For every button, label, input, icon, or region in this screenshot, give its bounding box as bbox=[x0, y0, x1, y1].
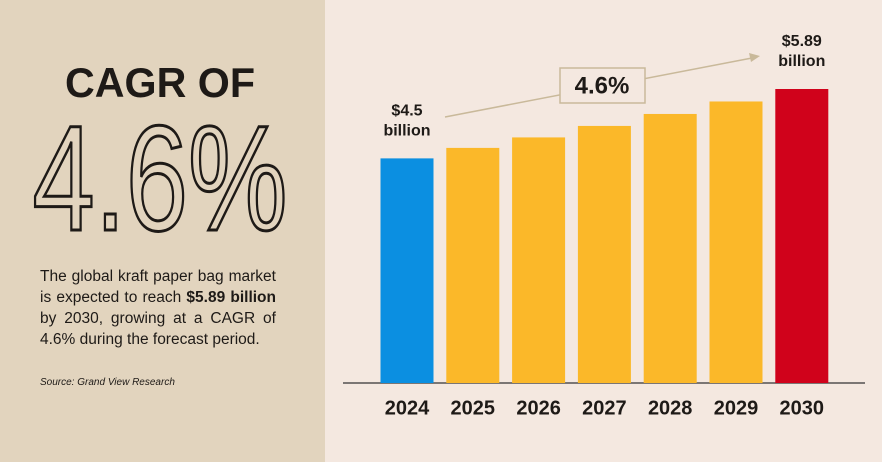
bar bbox=[775, 89, 829, 383]
x-tick-label: 2028 bbox=[648, 397, 693, 419]
bar bbox=[643, 113, 697, 384]
bar bbox=[446, 147, 500, 383]
x-tick-label: 2026 bbox=[516, 397, 561, 419]
arrow-head bbox=[749, 53, 760, 62]
x-tick-label: 2030 bbox=[780, 397, 825, 419]
value-label: $5.89 billion bbox=[778, 33, 825, 70]
bar bbox=[512, 137, 566, 383]
annotation: 4.6% bbox=[575, 72, 630, 99]
x-tick-label: 2029 bbox=[714, 397, 759, 419]
value-label: $4.5 billion bbox=[383, 102, 430, 139]
x-tick-label: 2027 bbox=[582, 397, 627, 419]
left-panel bbox=[0, 0, 325, 462]
description: The global kraft paper bag market is exp… bbox=[40, 266, 276, 350]
headline: CAGR OF bbox=[65, 59, 255, 106]
x-tick-label: 2024 bbox=[385, 397, 430, 419]
source: Source: Grand View Research bbox=[40, 377, 175, 388]
bar bbox=[709, 101, 763, 384]
bar bbox=[577, 125, 631, 383]
bar bbox=[380, 158, 434, 383]
text: The global kraft paper bag market is exp… bbox=[40, 268, 276, 306]
text: by 2030, growing at a CAGR of 4.6% durin… bbox=[40, 310, 276, 348]
x-tick-label: 2025 bbox=[451, 397, 496, 419]
big-number: 4.6% bbox=[33, 94, 288, 262]
annotation-box bbox=[559, 67, 646, 104]
highlight: $5.89 billion bbox=[186, 289, 276, 306]
